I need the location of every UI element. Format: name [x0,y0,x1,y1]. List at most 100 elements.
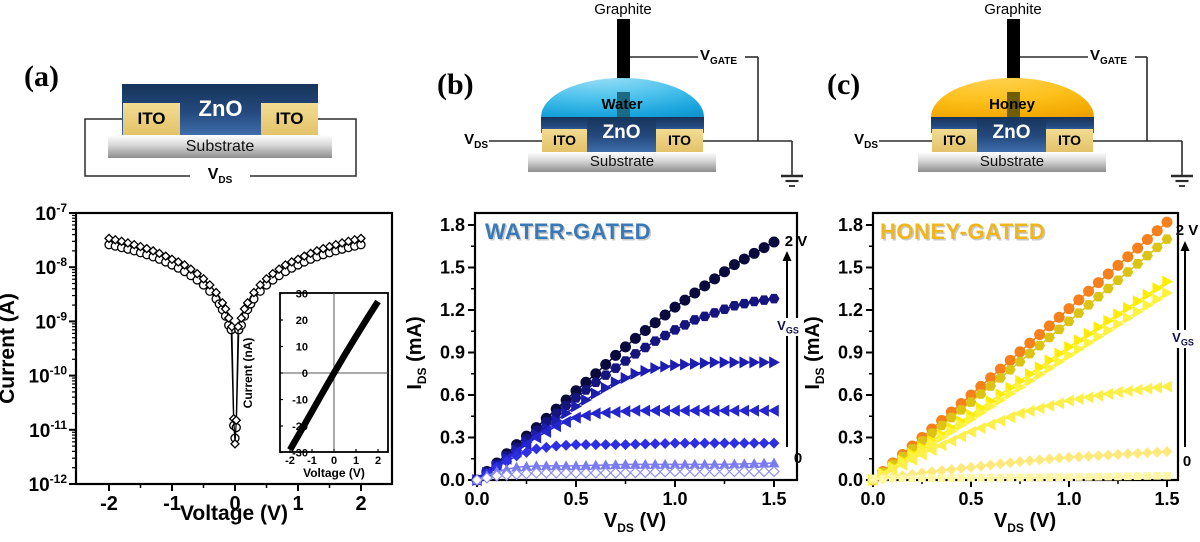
ito-right-c: ITO [1046,129,1093,152]
svg-text:-2: -2 [100,493,118,515]
svg-text:1: 1 [353,455,359,467]
svg-text:1.5: 1.5 [440,257,465,277]
plot-c: 0.0 0.5 1.0 1.5 0.0 0.3 0.6 0.9 1.2 1.5 1.8 HONEY-… [795,195,1200,542]
panel-c-letter: (c) [827,68,861,101]
plot-a-svg: -2 -1 0 1 210-710-810-910-1010-1110-12Voltag… [0,201,394,525]
vgs-arrow-label-b: VGS [775,318,801,336]
ito-right-b: ITO [656,129,703,152]
vgate-label-b: VGATE [700,47,738,67]
svg-text:1.5: 1.5 [761,489,786,509]
vgs-max-label-b: 2 V [784,233,808,250]
zno-label-c: ZnO [992,122,1031,143]
svg-text:10-12: 10-12 [29,472,68,496]
panel-b-wires [489,56,793,176]
svg-text:0.0: 0.0 [860,489,885,509]
svg-text:-1: -1 [307,455,317,467]
svg-text:0.0: 0.0 [464,489,489,509]
svg-text:1.0: 1.0 [1056,489,1081,509]
ground-symbol-c [1171,174,1193,187]
graphite-label-b: Graphite [594,1,652,18]
vgs-min-label-b: 0 [793,450,803,467]
svg-text:1.2: 1.2 [838,300,863,320]
svg-text:0.9: 0.9 [838,342,863,362]
svg-text:0: 0 [302,368,308,380]
svg-text:10-8: 10-8 [35,255,67,279]
svg-text:1.5: 1.5 [838,257,863,277]
plot-b: 0.0 0.5 1.0 1.5 0.0 0.3 0.6 0.9 1.2 1.5 1.8 WATER-… [400,195,810,542]
svg-text:Voltage (V): Voltage (V) [180,502,288,525]
vgate-label-c: VGATE [1090,47,1128,67]
svg-text:Voltage (V): Voltage (V) [303,466,365,480]
svg-text:-10: -10 [292,395,308,407]
vds-label-a: VDS [190,166,250,187]
svg-text:2: 2 [355,493,366,515]
svg-text:1: 1 [292,493,303,515]
svg-text:1.5: 1.5 [1154,489,1179,509]
svg-text:10-10: 10-10 [29,364,68,388]
svg-text:0.0: 0.0 [838,470,863,490]
svg-text:0.6: 0.6 [440,385,465,405]
plot-c-title: HONEY-GATED [880,219,1046,244]
substrate-b: Substrate [528,152,716,172]
svg-text:1.8: 1.8 [838,215,863,235]
svg-text:0.9: 0.9 [440,342,465,362]
water-label: Water [601,96,643,113]
zno-label-b: ZnO [602,122,641,143]
ito-left-b: ITO [542,129,587,152]
svg-text:30: 30 [296,289,308,301]
svg-text:10: 10 [296,342,308,354]
svg-text:0: 0 [331,455,337,467]
plot-b-xlabel: VDS (V) [603,510,667,535]
plot-c-xlabel: VDS (V) [993,510,1057,535]
honey-label: Honey [989,96,1035,113]
svg-text:2: 2 [375,455,381,467]
svg-text:1.8: 1.8 [440,215,465,235]
svg-text:0: 0 [229,493,240,515]
vds-label-b: VDS [464,131,488,151]
vgs-min-label-c: 0 [1182,453,1192,470]
svg-text:1.0: 1.0 [662,489,687,509]
svg-text:Current (A): Current (A) [0,293,19,404]
svg-text:-2: -2 [285,455,295,467]
svg-text:10-9: 10-9 [35,309,67,333]
svg-text:1.2: 1.2 [440,300,465,320]
svg-text:Current (nA): Current (nA) [241,338,255,409]
panel-a-letter: (a) [24,60,59,93]
vgs-max-label-c: 2 V [1175,222,1199,239]
svg-text:0.6: 0.6 [838,385,863,405]
svg-text:-30: -30 [292,448,308,460]
svg-text:0.5: 0.5 [958,489,983,509]
zno-channel-c [977,117,1046,152]
rod-tip-in-honey [1007,92,1020,117]
svg-text:0.3: 0.3 [440,427,465,447]
ground-symbol-b [781,174,803,187]
svg-text:10-11: 10-11 [29,418,67,442]
panel-b-letter: (b) [437,68,474,101]
ito-left-c: ITO [932,129,977,152]
substrate-c: Substrate [918,152,1106,172]
svg-text:0.0: 0.0 [440,470,465,490]
zno-label-a: ZnO [198,96,243,121]
plot-c-svg: 0.0 0.5 1.0 1.5 0.0 0.3 0.6 0.9 1.2 1.5 1.8 [838,211,1190,509]
svg-text:20: 20 [296,315,308,327]
zno-channel-b [587,117,656,152]
plot-b-title: WATER-GATED [485,219,651,244]
svg-text:10-7: 10-7 [35,201,67,225]
svg-text:0.3: 0.3 [838,427,863,447]
vgs-arrow-label-c: VGS [1170,330,1196,348]
graphite-label-c: Graphite [984,1,1042,18]
svg-text:-1: -1 [163,493,181,515]
svg-text:0.5: 0.5 [563,489,588,509]
panel-c-wires [879,56,1183,176]
substrate-a: Substrate [108,135,332,158]
ito-left-a: ITO [123,103,180,135]
plot-b-svg: 0.0 0.5 1.0 1.5 0.0 0.3 0.6 0.9 1.2 1.5 1.8 [440,211,799,509]
plot-c-ylabel: IDS (mA) [802,316,827,390]
plot-a: -2 -1 0 1 2 10-7 10-8 10-9 10-10 10-11 10-12 Voltag… [0,195,410,542]
ito-right-a: ITO [261,103,318,135]
rod-tip-in-water [617,92,630,117]
vds-label-c: VDS [854,131,878,151]
plot-b-ylabel: IDS (mA) [404,316,429,390]
